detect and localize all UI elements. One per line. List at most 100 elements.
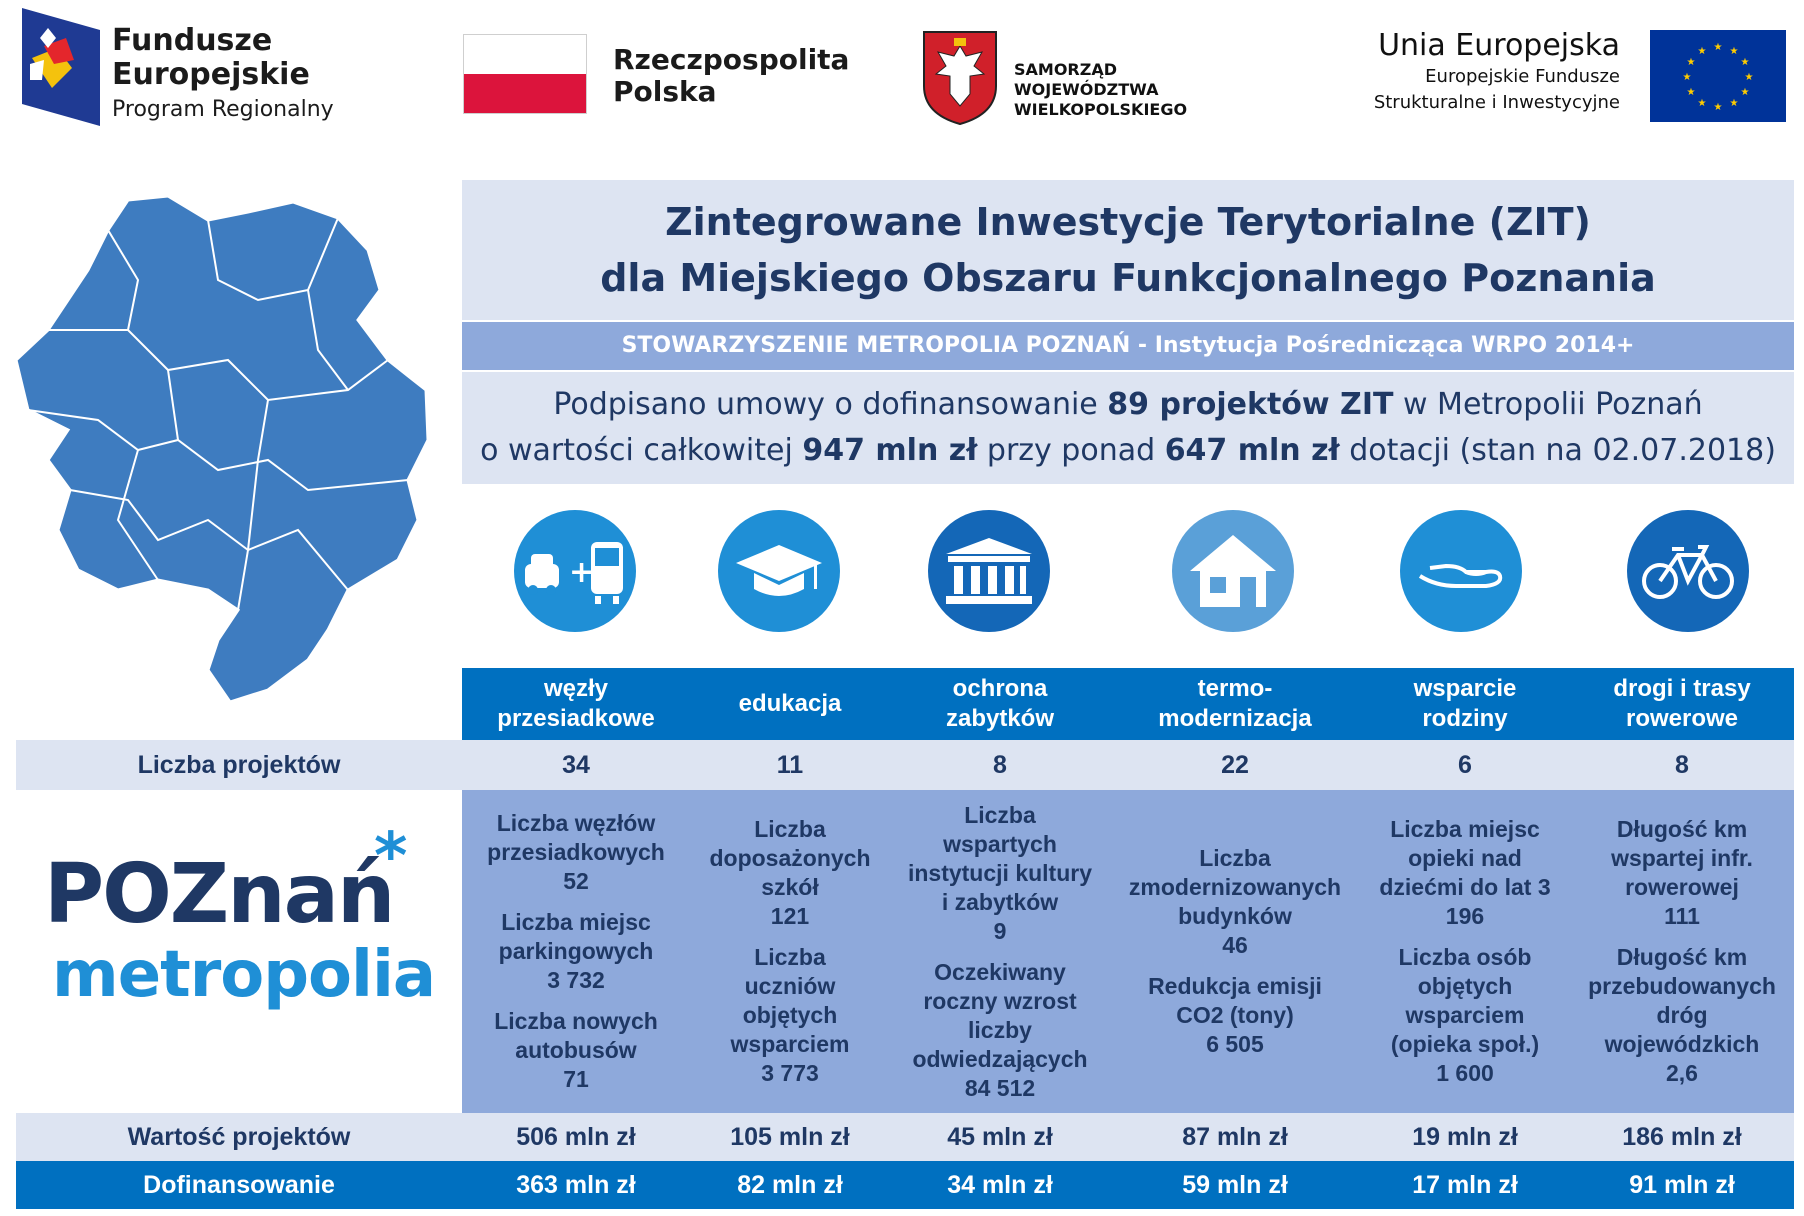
fe-logo-line2: Europejskie: [112, 57, 310, 92]
summary-grant-value: 647 mln zł: [1164, 433, 1340, 468]
indicator-label: wspartych: [943, 830, 1057, 857]
row-label-dofinansowanie: Dofinansowanie: [143, 1171, 335, 1199]
indicator-value: 196: [1445, 903, 1485, 929]
indicator-label: opieki nad: [1408, 845, 1522, 871]
indicator-item: Liczba wspartych instytucji kultury i zabyt…: [908, 801, 1092, 946]
funding-value: 34 mln zł: [947, 1171, 1053, 1199]
polish-flag-icon: [463, 34, 587, 114]
project-value-row: Wartość projektów 506 mln zł 105 mln zł …: [16, 1113, 1794, 1161]
samorzad-logo: SAMORZĄD WOJEWÓDZTWA WIELKOPOLSKIEGO: [922, 30, 1262, 130]
svg-text:★: ★: [1730, 46, 1739, 57]
category-termomodernizacja: termo-modernizacja: [1110, 668, 1360, 740]
indicator-label: przebudowanych: [1588, 973, 1776, 999]
category-label: termo-: [1197, 675, 1273, 702]
category-wezly: węzły przesiadkowe: [462, 668, 690, 740]
funding-value: 363 mln zł: [516, 1171, 636, 1199]
summary-line2: o wartości całkowitej 947 mln zł przy po…: [462, 428, 1794, 474]
indicator-label: Liczba węzłów: [496, 810, 656, 836]
indicator-label: Liczba: [1199, 845, 1271, 871]
indicator-label: przesiadkowych: [487, 839, 665, 865]
graduation-cap-icon: [718, 510, 840, 632]
metropolia-logo: POZnań * metropolia: [44, 820, 444, 1030]
indicator-label: wsparciem: [1405, 1002, 1525, 1028]
indicator-value: 121: [770, 903, 810, 929]
building-columns-icon: [928, 510, 1050, 632]
indicator-label: doposażonych: [709, 845, 871, 871]
indicator-column: Liczba wspartych instytucji kultury i zabyt…: [890, 790, 1110, 1113]
funding-row: Dofinansowanie 363 mln zł 82 mln zł 34 m…: [16, 1161, 1794, 1209]
indicator-label: odwiedzających: [912, 1045, 1088, 1072]
projects-count: 8: [993, 751, 1007, 779]
indicator-label: Liczba: [754, 944, 826, 970]
category-ochrona-zabytkow: ochrona zabytków: [890, 668, 1110, 740]
projects-count: 11: [776, 751, 804, 779]
fe-logo-mark-icon: [22, 8, 100, 126]
indicator-label: autobusów: [515, 1037, 637, 1063]
summary-text: przy ponad: [977, 433, 1165, 468]
category-label: ochrona: [952, 675, 1048, 702]
indicator-column: Liczba zmodernizowanych budynków 46 Redukcja…: [1110, 790, 1360, 1113]
header-panel: Zintegrowane Inwestycje Terytorialne (ZI…: [462, 180, 1794, 320]
indicator-column: Liczba węzłów przesiadkowych 52 Liczba miej…: [462, 790, 690, 1113]
svg-text:★: ★: [1714, 102, 1723, 113]
samorzad-line1: SAMORZĄD WOJEWÓDZTWA: [1014, 60, 1159, 99]
indicator-value: 3 732: [547, 967, 605, 993]
indicator-label: Liczba miejsc: [1390, 816, 1540, 842]
summary-text: dotacji (stan na 02.07.2018): [1339, 433, 1776, 468]
indicator-item: Liczba doposażonych szkół 121: [709, 815, 870, 931]
indicator-item: Liczba nowych autobusów 71: [494, 1007, 658, 1094]
indicator-label: uczniów: [744, 973, 836, 999]
rp-logo-line1: Rzeczpospolita: [613, 43, 850, 76]
category-label: zabytków: [945, 705, 1055, 732]
project-value: 105 mln zł: [730, 1123, 850, 1151]
indicator-label: Długość km: [1616, 944, 1748, 970]
category-label: rodziny: [1422, 705, 1508, 732]
indicator-label: roczny wzrost: [923, 987, 1077, 1014]
icons-row: +: [462, 508, 1794, 638]
svg-text:★: ★: [1730, 98, 1739, 109]
indicator-item: Redukcja emisji CO2 (tony) 6 505: [1148, 972, 1322, 1059]
ue-logo-line2: Europejskie Fundusze: [1425, 66, 1620, 87]
indicator-label: Liczba miejsc: [501, 909, 651, 935]
funding-value: 59 mln zł: [1182, 1171, 1288, 1199]
category-label: rowerowe: [1625, 705, 1739, 732]
row-label-wartosc: Wartość projektów: [127, 1123, 351, 1151]
svg-text:★: ★: [1683, 72, 1692, 83]
svg-text:★: ★: [1741, 87, 1750, 98]
indicator-column: Długość km wspartej infr. rowerowej 111 Dług…: [1570, 790, 1794, 1113]
indicator-label: dróg: [1656, 1002, 1708, 1028]
indicator-item: Długość km przebudowanych dróg wojewódzkich…: [1588, 943, 1776, 1088]
indicator-label: wspartej infr.: [1611, 845, 1753, 871]
svg-text:★: ★: [1741, 57, 1750, 68]
indicator-item: Liczba miejsc opieki nad dziećmi do lat 3 1…: [1379, 815, 1550, 931]
indicator-column: Liczba doposażonych szkół 121 Liczba uczniów o…: [690, 790, 890, 1113]
eagle-shield-icon: [923, 31, 997, 126]
indicator-label: Liczba: [754, 816, 826, 842]
projects-count-row: Liczba projektów 34 11 8 22 6 8: [16, 740, 1794, 790]
institution-band: STOWARZYSZENIE METROPOLIA POZNAŃ - Insty…: [462, 322, 1794, 370]
project-value: 87 mln zł: [1182, 1123, 1288, 1151]
summary-total-value: 947 mln zł: [802, 433, 978, 468]
indicator-label: budynków: [1178, 903, 1292, 929]
metropolia-logo-word1: POZnań: [44, 847, 395, 942]
svg-text:+: +: [569, 555, 594, 590]
category-wsparcie-rodziny: wsparcie rodziny: [1360, 668, 1570, 740]
indicator-item: Liczba uczniów objętych wsparciem 3 773: [731, 943, 850, 1088]
project-value: 506 mln zł: [516, 1123, 636, 1151]
projects-count: 22: [1221, 751, 1249, 779]
category-label: modernizacja: [1158, 705, 1312, 732]
indicator-label: Liczba: [964, 801, 1036, 828]
page-title-line1: Zintegrowane Inwestycje Terytorialne (ZI…: [665, 200, 1591, 244]
projects-count: 34: [562, 751, 590, 779]
svg-text:★: ★: [1714, 42, 1723, 53]
indicator-label: Liczba osób: [1398, 944, 1532, 970]
svg-text:★: ★: [1687, 57, 1696, 68]
metropolia-logo-word2: metropolia: [52, 938, 436, 1012]
category-label: wsparcie: [1413, 675, 1517, 702]
summary-text: w Metropolii Poznań: [1393, 387, 1703, 422]
summary-projects: 89 projektów ZIT: [1107, 387, 1394, 422]
indicator-value: 84 512: [964, 1074, 1036, 1101]
indicator-value: 3 773: [761, 1060, 819, 1086]
indicator-value: 52: [563, 868, 589, 894]
indicator-label: CO2 (tony): [1176, 1002, 1294, 1028]
